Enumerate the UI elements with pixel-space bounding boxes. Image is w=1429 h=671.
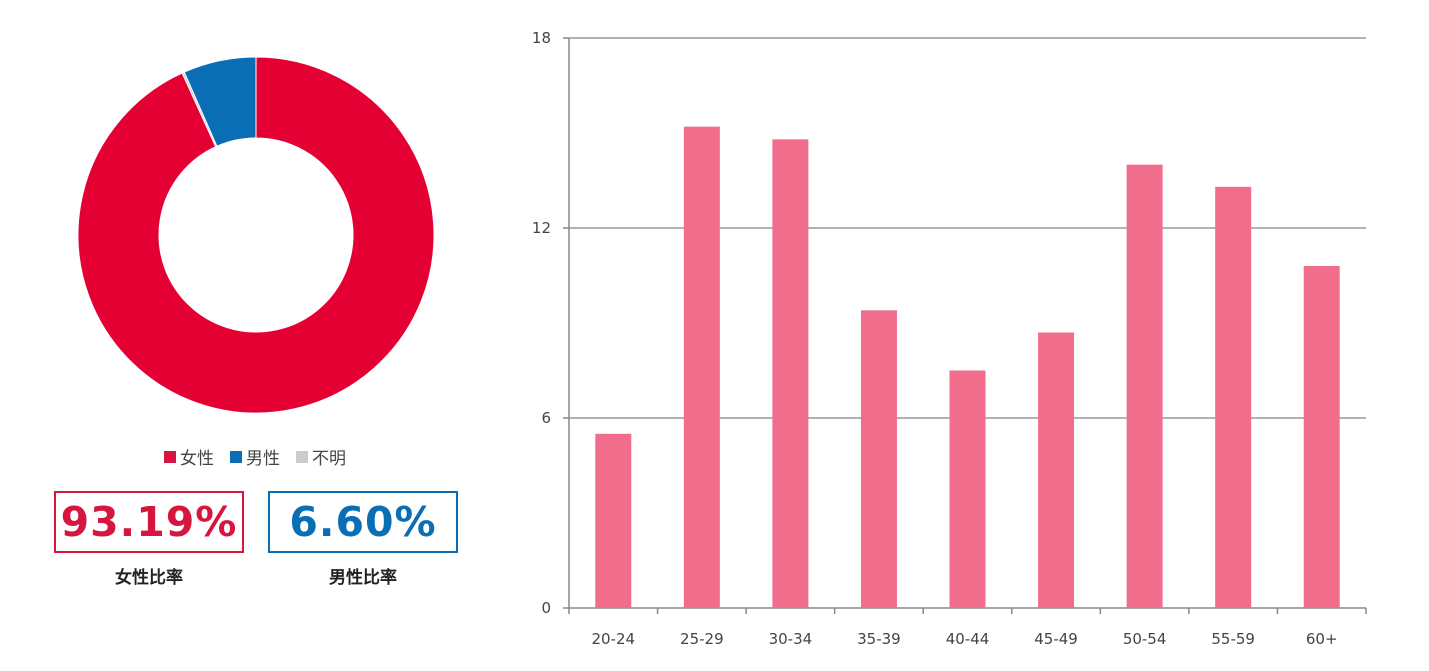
legend-label-unknown: 不明 xyxy=(312,449,346,469)
x-tick-label: 45-49 xyxy=(1034,630,1078,648)
legend-item-unknown: 不明 xyxy=(296,444,346,469)
male-ratio-label: 男性比率 xyxy=(329,568,397,588)
bar-20-24 xyxy=(595,433,632,608)
y-tick-label: 18 xyxy=(532,29,551,47)
legend-swatch-female xyxy=(164,450,176,463)
legend-item-male: 男性 xyxy=(230,444,280,469)
age-bar-chart: 0 6 12 18 20-24 25-29 30-34 35-39 40-44 45-49 50-5… xyxy=(532,29,1367,648)
bar-35-39 xyxy=(860,310,897,608)
male-ratio-value: 6.60% xyxy=(289,498,437,546)
x-tick-label: 25-29 xyxy=(680,630,724,648)
female-ratio-label: 女性比率 xyxy=(115,568,183,588)
y-tick-label: 6 xyxy=(541,409,551,427)
x-tick-label: 55-59 xyxy=(1211,630,1255,648)
bar-55-59 xyxy=(1215,186,1252,609)
x-tick-label: 20-24 xyxy=(591,630,635,648)
donut-slice-女性 xyxy=(77,56,435,414)
female-ratio-box: 93.19% xyxy=(54,491,244,553)
legend-item-female: 女性 xyxy=(164,444,214,469)
bar-60+ xyxy=(1303,266,1340,608)
donut-slice-男性 xyxy=(183,56,257,147)
bar-40-44 xyxy=(949,370,986,608)
bar-25-29 xyxy=(683,126,720,609)
gender-donut-chart xyxy=(77,56,435,414)
y-tick-label: 0 xyxy=(541,599,551,617)
legend-swatch-unknown xyxy=(296,450,308,463)
male-ratio-box: 6.60% xyxy=(268,491,458,553)
legend-label-male: 男性 xyxy=(246,449,280,469)
female-ratio-value: 93.19% xyxy=(60,498,238,546)
x-tick-label: 35-39 xyxy=(857,630,901,648)
donut-legend: 女性 男性 不明 xyxy=(164,444,346,469)
bar-50-54 xyxy=(1126,164,1163,608)
x-tick-label: 30-34 xyxy=(769,630,813,648)
y-tick-label: 12 xyxy=(532,219,551,237)
bar-30-34 xyxy=(772,139,809,609)
x-tick-label: 40-44 xyxy=(946,630,990,648)
legend-swatch-male xyxy=(230,450,242,463)
x-tick-label: 50-54 xyxy=(1123,630,1167,648)
bar-45-49 xyxy=(1038,332,1075,608)
x-tick-label: 60+ xyxy=(1306,630,1338,648)
legend-label-female: 女性 xyxy=(180,449,214,469)
